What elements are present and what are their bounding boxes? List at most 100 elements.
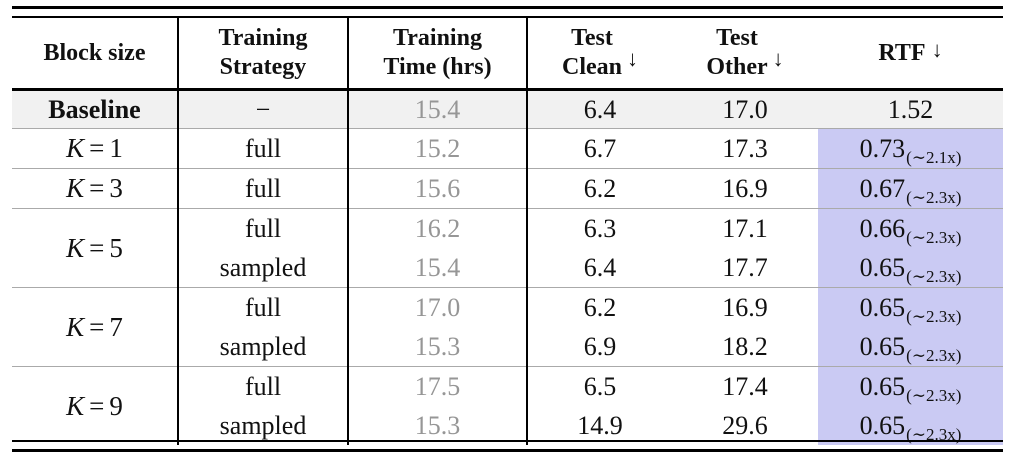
rtf-label: RTF xyxy=(878,40,926,66)
baseline-strategy-cell: − xyxy=(178,89,349,129)
table-row-k9-full: K = 9 full 17.5 6.5 17.4 0.65(∼2.3x) xyxy=(12,366,1003,445)
baseline-rtf-cell: 1.52 xyxy=(818,89,1003,129)
rtf-cell: 0.73(∼2.1x) xyxy=(818,128,1003,169)
training-time-line2: Time (hrs) xyxy=(383,54,492,80)
strategy-cell: full xyxy=(178,287,349,327)
down-arrow-icon: ↓ xyxy=(772,46,784,71)
table-row-k7-full: K = 7 full 17.0 6.2 16.9 0.65(∼2.3x) xyxy=(12,287,1003,367)
block-size-cell-k5: K = 5 xyxy=(12,208,179,288)
test-other-label: Test Other ↓ xyxy=(706,24,783,82)
test-clean-cell: 6.2 xyxy=(527,168,672,209)
test-clean-cell: 6.4 xyxy=(583,252,617,282)
k-value: 7 xyxy=(109,311,123,342)
training-time-line1: Training xyxy=(393,25,482,51)
rtf-speedup: (∼2.3x) xyxy=(906,345,962,365)
k-symbol: K xyxy=(66,133,85,163)
k-symbol: K xyxy=(66,390,85,421)
equals-sign: = xyxy=(89,232,105,263)
test-clean-cell: 14.9 xyxy=(577,410,623,440)
k-symbol: K xyxy=(66,173,85,203)
test-other-line2: Other xyxy=(706,54,768,80)
rtf-value: 0.65 xyxy=(859,252,906,282)
table-row-k7-sampled: sampled 15.3 6.9 18.2 0.65(∼2.3x) xyxy=(12,327,1003,367)
table-row-k9-sampled: sampled 15.3 14.9 29.6 0.65(∼2.3x) xyxy=(12,406,1003,445)
strategy-cell: full xyxy=(178,168,349,209)
strategy-cell: sampled xyxy=(178,327,349,367)
rtf-value: 0.65 xyxy=(859,292,906,322)
bottom-rule-inner xyxy=(12,440,1003,442)
training-strategy-line1: Training xyxy=(218,25,308,51)
strategy-cell: sampled xyxy=(178,248,349,288)
col-header-test-other: Test Other ↓ xyxy=(672,18,818,90)
test-clean-line1: Test xyxy=(571,25,613,51)
training-time-label: Training Time (hrs) xyxy=(383,24,491,82)
block-size-cell-k3: K = 3 xyxy=(12,168,179,209)
strategy-cell: full xyxy=(178,208,349,248)
time-cell: 15.3 xyxy=(348,327,528,367)
rtf-cell: 0.66(∼2.3x) xyxy=(818,208,1003,248)
table-row-k1-full: K = 1 full 15.2 6.7 17.3 0.73(∼2.1x) xyxy=(12,128,1003,169)
table-row-k3-full: K = 3 full 15.6 6.2 16.9 0.67(∼2.3x) xyxy=(12,168,1003,209)
rtf-value: 0.73 xyxy=(859,133,906,163)
k-symbol: K xyxy=(66,232,85,263)
time-cell: 15.4 xyxy=(348,248,528,288)
rtf-speedup: (∼2.3x) xyxy=(906,385,962,405)
time-cell: 16.2 xyxy=(348,208,528,248)
rtf-value: 0.65 xyxy=(859,331,906,361)
time-cell: 17.0 xyxy=(348,287,528,327)
k-value: 3 xyxy=(109,173,123,203)
rtf-cell: 0.65(∼2.3x) xyxy=(818,366,1003,406)
equals-sign: = xyxy=(89,173,105,203)
table-row-baseline: Baseline − 15.4 6.4 17.0 1.52 xyxy=(12,89,1003,129)
rtf-value: 0.66 xyxy=(859,213,906,243)
rtf-speedup: (∼2.1x) xyxy=(906,147,962,167)
rtf-speedup: (∼2.3x) xyxy=(906,424,962,444)
col-header-training-time: Training Time (hrs) xyxy=(348,18,528,90)
rtf-cell: 0.65(∼2.3x) xyxy=(818,327,1003,367)
rtf-cell: 0.67(∼2.3x) xyxy=(818,168,1003,209)
test-other-cell: 18.2 xyxy=(722,331,768,361)
test-clean-cell: 6.7 xyxy=(527,128,672,169)
rtf-cell: 0.65(∼2.3x) xyxy=(818,406,1003,445)
k-value: 5 xyxy=(109,232,123,263)
test-other-cell: 17.7 xyxy=(722,252,768,282)
table-row-k5-sampled: sampled 15.4 6.4 17.7 0.65(∼2.3x) xyxy=(12,248,1003,288)
baseline-clean-cell: 6.4 xyxy=(527,89,672,129)
block-size-cell-k7: K = 7 xyxy=(12,287,179,367)
k-symbol: K xyxy=(66,311,85,342)
rtf-speedup: (∼2.3x) xyxy=(906,306,962,326)
equals-sign: = xyxy=(89,311,105,342)
block-size-cell-k9: K = 9 xyxy=(12,366,179,445)
block-size-cell-k1: K = 1 xyxy=(12,128,179,169)
training-strategy-line2: Strategy xyxy=(219,54,307,80)
test-other-cell: 16.9 xyxy=(672,287,818,327)
test-clean-line2: Clean xyxy=(562,54,622,80)
rtf-speedup: (∼2.3x) xyxy=(906,227,962,247)
top-rule-outer xyxy=(12,6,1003,9)
test-other-cell: 17.3 xyxy=(672,128,818,169)
col-header-rtf: RTF ↓ xyxy=(818,18,1003,90)
bottom-rule-outer xyxy=(12,449,1003,452)
baseline-block-cell: Baseline xyxy=(12,89,179,129)
rtf-cell: 0.65(∼2.3x) xyxy=(818,248,1003,288)
baseline-time-cell: 15.4 xyxy=(348,89,528,129)
strategy-cell: full xyxy=(178,366,349,406)
rtf-value: 0.65 xyxy=(859,371,906,401)
strategy-cell: full xyxy=(178,128,349,169)
test-clean-cell: 6.5 xyxy=(527,366,672,406)
time-cell: 17.5 xyxy=(348,366,528,406)
test-other-line1: Test xyxy=(716,25,758,51)
test-other-cell: 17.4 xyxy=(672,366,818,406)
results-table: Block size Training Strategy Training Ti… xyxy=(12,18,1003,445)
baseline-other-cell: 17.0 xyxy=(672,89,818,129)
test-other-cell: 17.1 xyxy=(672,208,818,248)
equals-sign: = xyxy=(89,133,105,163)
strategy-cell: sampled xyxy=(178,406,349,445)
top-rule-inner xyxy=(12,16,1003,18)
test-clean-cell: 6.3 xyxy=(527,208,672,248)
test-other-cell: 29.6 xyxy=(722,410,768,440)
k-value: 9 xyxy=(109,390,123,421)
equals-sign: = xyxy=(89,390,105,421)
col-header-test-clean: Test Clean ↓ xyxy=(527,18,672,90)
